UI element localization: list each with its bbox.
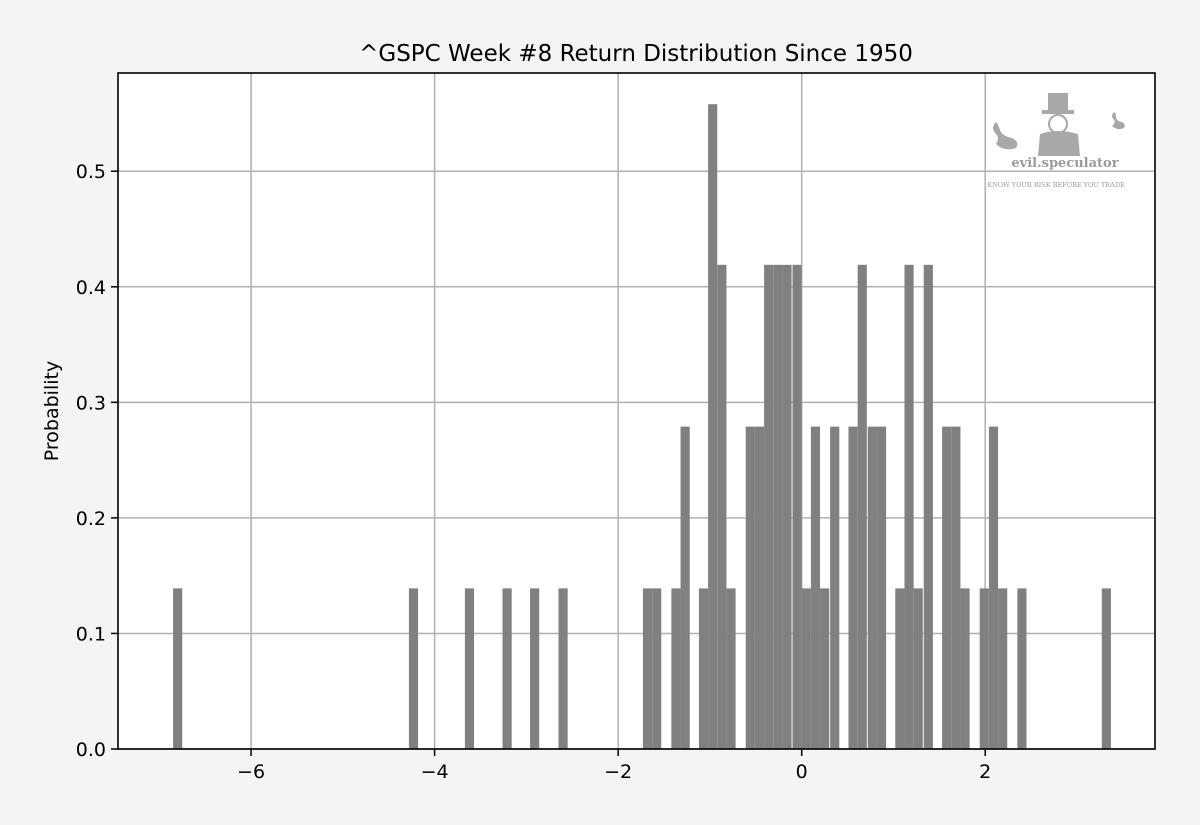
histogram-bar: [1017, 588, 1027, 749]
histogram-bar: [773, 264, 783, 749]
watermark-logo: evil.speculator KNOW YOUR RISK BEFORE YO…: [987, 93, 1125, 189]
histogram-bar: [642, 588, 653, 749]
x-tick-label: −6: [237, 761, 265, 783]
histogram-bar: [698, 588, 709, 749]
x-tick-label: 0: [796, 761, 808, 783]
y-tick-label: 0.1: [76, 623, 106, 645]
histogram-bar: [173, 588, 183, 749]
histogram-bar: [745, 426, 755, 749]
histogram-bar: [988, 426, 999, 749]
y-tick-label: 0.5: [76, 161, 106, 183]
y-axis-label: Probability: [41, 361, 63, 461]
histogram-bar: [671, 588, 681, 749]
histogram-bar: [998, 588, 1008, 749]
histogram-bar: [502, 588, 512, 749]
histogram-bar: [820, 588, 830, 749]
histogram-bar: [876, 426, 887, 749]
y-tick-label: 0.3: [76, 392, 106, 414]
histogram-bar: [810, 426, 821, 749]
histogram-bar: [717, 264, 727, 749]
x-tick-label: −4: [421, 761, 449, 783]
histogram-bar: [951, 426, 961, 749]
x-tick-label: 2: [979, 761, 991, 783]
swan-right-icon: [1112, 112, 1125, 130]
plot-frame: [117, 72, 1156, 750]
watermark-brand: evil.speculator: [1011, 156, 1118, 171]
histogram-bar: [782, 264, 792, 749]
histogram-bar: [960, 588, 970, 749]
swan-left-icon: [993, 122, 1018, 150]
histogram-bar: [1101, 588, 1111, 749]
histogram-bar: [680, 426, 690, 749]
histogram-bar: [754, 426, 765, 749]
chart-title: ^GSPC Week #8 Return Distribution Since …: [359, 41, 913, 67]
top-hat-figure-icon: [1038, 93, 1080, 156]
histogram-bar: [857, 264, 867, 749]
histogram-bar: [652, 588, 662, 749]
y-tick-label: 0.2: [76, 508, 106, 530]
axis-ticks: −6 −4 −2 0 2 0.0 0.1 0.2 0.3 0.4 0.5: [76, 161, 991, 783]
x-tick-label: −2: [604, 761, 632, 783]
histogram-bar: [867, 426, 877, 749]
histogram-bar: [913, 588, 923, 749]
histogram-bar: [904, 264, 914, 749]
y-tick-label: 0.0: [76, 739, 106, 761]
histogram-bar: [801, 588, 811, 749]
histogram-bar: [979, 588, 989, 749]
histogram-bar: [726, 588, 736, 749]
histogram-bar: [530, 588, 540, 749]
histogram-bar: [895, 588, 905, 749]
histogram-bar: [408, 588, 419, 749]
histogram-bar: [708, 104, 718, 749]
histogram-bar: [792, 264, 802, 749]
histogram-bar: [464, 588, 475, 749]
watermark-tagline: KNOW YOUR RISK BEFORE YOU TRADE: [987, 181, 1125, 189]
histogram-bars: [173, 104, 1111, 749]
histogram-bar: [923, 264, 933, 749]
histogram-bar: [558, 588, 568, 749]
histogram-bar: [830, 426, 840, 749]
histogram-bar: [764, 264, 774, 749]
histogram-bar: [848, 426, 858, 749]
histogram-bar: [942, 426, 952, 749]
y-tick-label: 0.4: [76, 277, 106, 299]
